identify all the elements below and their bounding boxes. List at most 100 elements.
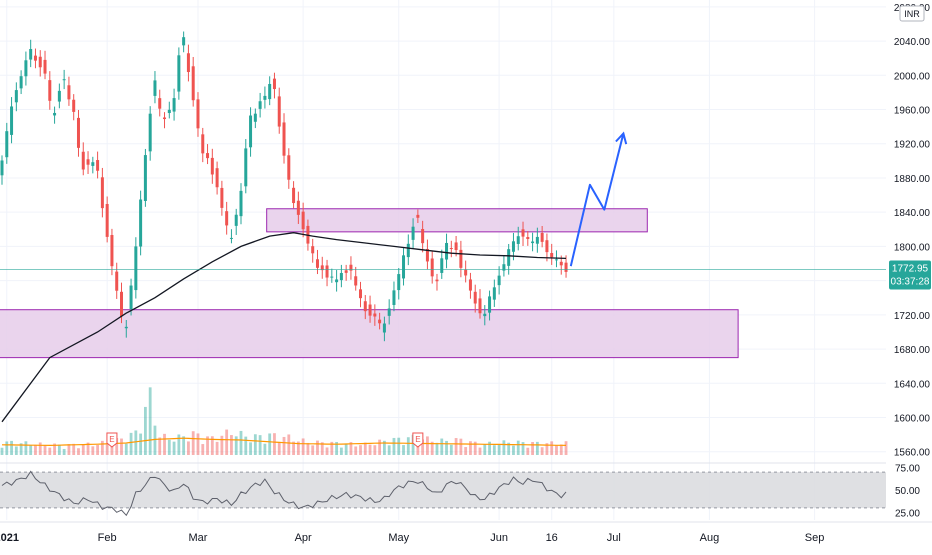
candle-body bbox=[531, 241, 535, 244]
candle-body bbox=[215, 168, 219, 188]
candle-body bbox=[483, 313, 487, 317]
candle-body bbox=[406, 243, 410, 258]
candle-body bbox=[521, 229, 525, 237]
candle-body bbox=[488, 296, 492, 313]
candle-body bbox=[177, 55, 181, 92]
candle-body bbox=[335, 279, 339, 283]
candle-body bbox=[29, 49, 33, 60]
volume-bar bbox=[187, 441, 190, 455]
volume-bar bbox=[354, 446, 358, 455]
candle-body bbox=[373, 313, 377, 317]
earnings-marker-label: E bbox=[415, 435, 420, 444]
candle-body bbox=[540, 233, 544, 242]
volume-bar bbox=[201, 444, 205, 455]
support-zone[interactable] bbox=[0, 309, 739, 359]
candle-body bbox=[148, 113, 152, 152]
volume-bar bbox=[172, 441, 176, 455]
candle-body bbox=[201, 134, 205, 154]
volume-bar bbox=[215, 441, 219, 455]
volume-moving-average bbox=[1, 437, 567, 447]
candle-body bbox=[91, 162, 95, 166]
volume-bar bbox=[378, 439, 382, 455]
time-tick-label: Aug bbox=[700, 532, 720, 544]
volume-bar bbox=[488, 441, 491, 455]
volume-bar bbox=[29, 445, 33, 455]
volume-bar bbox=[497, 444, 501, 455]
volume-bar bbox=[225, 429, 229, 455]
time-tick-label: Feb bbox=[98, 532, 117, 544]
candle-body bbox=[368, 304, 372, 316]
volume-bar bbox=[196, 433, 200, 455]
volume-bar bbox=[134, 430, 138, 455]
time-tick-label: May bbox=[388, 532, 409, 544]
volume-bar bbox=[144, 406, 147, 455]
candle-body bbox=[134, 246, 138, 291]
volume-bar bbox=[234, 436, 238, 455]
candle-body bbox=[244, 148, 248, 187]
projection-path[interactable] bbox=[569, 133, 625, 267]
candle-body bbox=[5, 131, 9, 158]
price-tick-label: 1600.00 bbox=[894, 414, 931, 425]
volume-bar bbox=[72, 443, 76, 455]
candle-body bbox=[72, 99, 76, 112]
volume-bar bbox=[19, 443, 23, 455]
resistance-zone[interactable] bbox=[266, 208, 648, 233]
candle-body bbox=[554, 259, 558, 261]
volume-bar bbox=[158, 437, 162, 455]
volume-bar bbox=[91, 446, 95, 455]
price-badges: INR 1772.95 03:37:28 bbox=[889, 5, 931, 290]
volume-bar bbox=[86, 442, 90, 455]
candle-body bbox=[363, 301, 367, 312]
volume-bar bbox=[555, 445, 558, 455]
candle-body bbox=[440, 258, 444, 273]
rsi-tick-label: 25.00 bbox=[895, 508, 920, 519]
volume-bar bbox=[449, 444, 453, 455]
candle-body bbox=[435, 279, 439, 282]
volume-bar bbox=[182, 436, 186, 455]
volume-bar bbox=[282, 436, 286, 455]
volume-bar bbox=[440, 438, 444, 455]
rsi-tick-label: 75.00 bbox=[895, 464, 920, 475]
volume-bar bbox=[473, 441, 477, 455]
zone-layer[interactable] bbox=[0, 208, 739, 359]
volume-bar bbox=[454, 438, 458, 455]
candle-body bbox=[502, 264, 506, 271]
currency-badge: INR bbox=[904, 9, 920, 19]
volume-bar bbox=[564, 441, 568, 455]
price-tick-label: 1920.00 bbox=[894, 140, 931, 151]
candle-body bbox=[392, 290, 396, 305]
candle-body bbox=[268, 83, 272, 100]
price-tick-label: 1640.00 bbox=[894, 379, 931, 390]
candle-body bbox=[43, 59, 47, 74]
volume-bar bbox=[507, 442, 511, 455]
volume-bar bbox=[349, 442, 353, 455]
candle-body bbox=[186, 53, 190, 73]
price-tick-label: 2040.00 bbox=[894, 37, 931, 48]
volume-bar bbox=[339, 447, 343, 455]
volume-bar bbox=[335, 441, 338, 455]
candle-body bbox=[139, 199, 143, 247]
candle-body bbox=[120, 291, 123, 317]
time-axis[interactable]: 2021 Feb Mar Apr May Jun 16 Jul Aug Sep bbox=[0, 521, 932, 544]
volume-bar bbox=[306, 442, 310, 455]
candle-body bbox=[296, 200, 300, 215]
earnings-marker bbox=[412, 432, 424, 448]
volume-bar bbox=[478, 447, 482, 455]
candle-body bbox=[158, 98, 162, 109]
volume-bar bbox=[540, 447, 544, 455]
volume-bar bbox=[220, 435, 224, 455]
volume-bar bbox=[230, 435, 233, 455]
volume-bar bbox=[316, 440, 319, 455]
volume-bar bbox=[550, 441, 554, 455]
volume-bar bbox=[206, 436, 209, 455]
time-tick-label: Sep bbox=[805, 532, 825, 544]
volume-bar bbox=[411, 434, 415, 455]
candle-body bbox=[301, 211, 305, 230]
candle-body bbox=[19, 76, 23, 89]
projection-arrow[interactable] bbox=[569, 131, 628, 267]
candle-body bbox=[62, 79, 66, 81]
time-tick-label: Jun bbox=[490, 532, 508, 544]
